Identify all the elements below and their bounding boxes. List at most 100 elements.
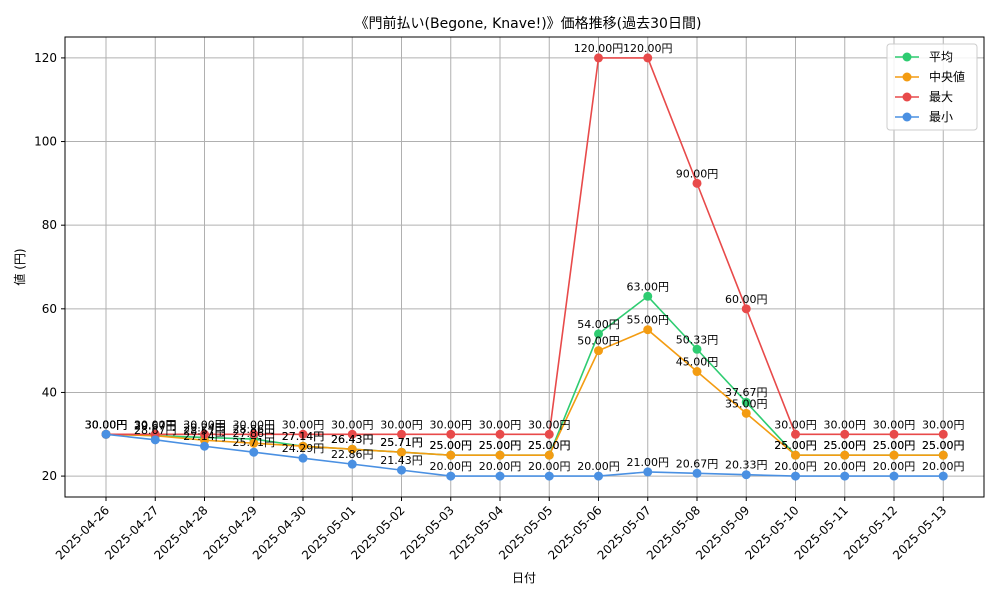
- legend-box: [886, 43, 978, 131]
- data-label: 50.33円: [676, 333, 719, 346]
- data-label: 27.14円: [183, 430, 226, 443]
- data-label: 26.43円: [331, 433, 374, 446]
- data-label: 27.14円: [282, 430, 325, 443]
- data-point: [594, 471, 603, 481]
- data-point: [889, 450, 899, 460]
- data-point: [889, 429, 899, 439]
- data-label: 30.00円: [331, 418, 374, 431]
- data-label: 28.67円: [134, 424, 177, 437]
- data-point: [840, 429, 850, 439]
- data-label: 30.00円: [85, 418, 128, 431]
- data-point: [544, 429, 554, 439]
- data-point: [446, 429, 456, 439]
- data-label: 30.00円: [233, 418, 276, 431]
- data-label: 24.29円: [282, 442, 325, 455]
- y-axis-label: 値 (円): [12, 248, 27, 285]
- data-label: 29.67円: [134, 420, 177, 433]
- data-label: 120.00円: [574, 42, 624, 55]
- data-point: [347, 459, 357, 469]
- data-point: [397, 447, 406, 457]
- series-line: [106, 57, 944, 436]
- legend-label: 最大: [929, 90, 953, 104]
- data-label: 90.00円: [676, 167, 719, 180]
- data-label: 30.00円: [85, 418, 128, 431]
- data-point: [150, 435, 160, 445]
- data-point: [101, 429, 111, 439]
- data-label: 30.00円: [774, 418, 817, 431]
- data-point: [594, 53, 603, 63]
- data-label: 30.00円: [134, 418, 177, 431]
- data-label: 30.00円: [282, 418, 325, 431]
- data-label: 50.00円: [577, 335, 620, 348]
- data-label: 25.00円: [824, 439, 867, 452]
- data-label: 25.00円: [922, 439, 965, 452]
- data-point: [889, 471, 899, 481]
- data-label: 20.00円: [922, 460, 965, 473]
- data-point: [347, 429, 357, 439]
- data-label: 20.00円: [479, 460, 522, 473]
- data-point: [544, 450, 554, 460]
- data-point: [249, 429, 259, 439]
- data-point: [200, 429, 209, 439]
- data-point: [397, 429, 406, 439]
- data-point: [741, 397, 751, 407]
- data-label: 60.00円: [725, 293, 768, 306]
- x-axis-label: 日付: [512, 571, 536, 585]
- data-label: 30.00円: [922, 418, 965, 431]
- data-label: 25.00円: [430, 439, 473, 452]
- plot-frame: [64, 36, 985, 498]
- data-label: 25.00円: [528, 439, 571, 452]
- data-point: [643, 467, 653, 477]
- y-tick-label: 80: [42, 218, 57, 232]
- data-point: [692, 468, 702, 478]
- data-label: 25.71円: [380, 436, 423, 449]
- legend-marker: [902, 112, 912, 122]
- data-label: 20.00円: [430, 460, 473, 473]
- data-label: 30.00円: [824, 418, 867, 431]
- data-point: [741, 408, 751, 418]
- legend-label: 平均: [929, 50, 953, 64]
- data-point: [692, 367, 702, 377]
- data-label: 25.00円: [479, 439, 522, 452]
- data-label: 20.67円: [676, 457, 719, 470]
- data-label: 30.00円: [873, 418, 916, 431]
- data-point: [594, 329, 603, 339]
- data-point: [938, 471, 948, 481]
- data-label: 45.00円: [676, 356, 719, 369]
- data-point: [791, 471, 800, 481]
- chart-title: 《門前払い(Begone, Knave!)》価格推移(過去30日間): [355, 15, 702, 32]
- legend-label: 中央値: [929, 69, 965, 84]
- data-point: [495, 450, 505, 460]
- data-point: [791, 450, 800, 460]
- data-label: 30.00円: [85, 418, 128, 431]
- data-label: 25.71円: [233, 436, 276, 449]
- series-line: [105, 328, 944, 456]
- data-label: 25.00円: [774, 439, 817, 452]
- y-tick-label: 120: [34, 51, 57, 65]
- data-label: 35.00円: [725, 397, 768, 410]
- data-point: [397, 465, 406, 475]
- y-tick-label: 40: [42, 385, 57, 399]
- data-point: [495, 471, 505, 481]
- data-label: 55.00円: [627, 314, 670, 327]
- y-axis: 20 40 60 80 100 120: [34, 51, 65, 483]
- data-label: 29.24円: [183, 421, 226, 434]
- data-label: 22.86円: [331, 448, 374, 461]
- data-point: [495, 429, 505, 439]
- data-point: [446, 471, 456, 481]
- data-point: [594, 346, 603, 356]
- x-axis: 2025-04-262025-04-272025-04-282025-04-29…: [53, 497, 949, 562]
- series-line: [105, 433, 944, 477]
- legend-marker: [902, 72, 912, 82]
- data-point: [544, 471, 554, 481]
- data-label: 20.00円: [577, 460, 620, 473]
- data-label: 25.00円: [922, 439, 965, 452]
- data-label: 21.00円: [627, 456, 670, 469]
- data-label: 26.43円: [331, 433, 374, 446]
- data-label: 28.86円: [233, 423, 276, 436]
- data-point: [741, 470, 751, 480]
- data-label: 20.00円: [528, 460, 571, 473]
